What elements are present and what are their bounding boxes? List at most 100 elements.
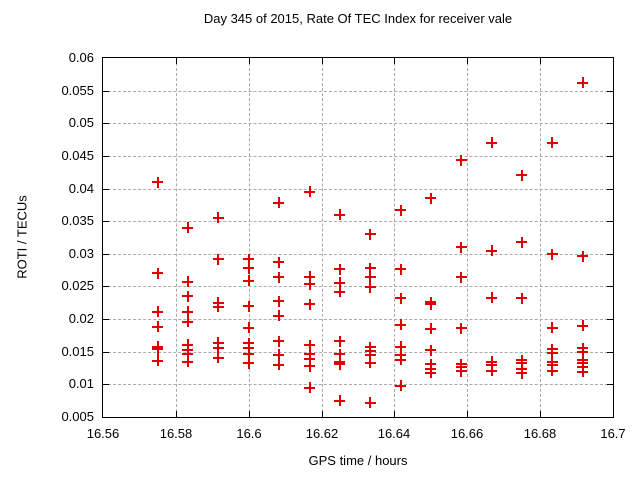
x-gridline — [249, 58, 250, 417]
data-point-marker — [243, 348, 255, 360]
data-point-marker — [304, 298, 316, 310]
y-tick-mark-left — [103, 319, 109, 320]
y-tick-mark-left — [103, 352, 109, 353]
x-tick-mark-bottom — [249, 411, 250, 417]
data-point-marker — [273, 256, 285, 268]
data-point-marker — [334, 209, 346, 221]
x-tick-mark-top — [322, 58, 323, 64]
data-point-marker — [273, 295, 285, 307]
data-point-marker — [273, 349, 285, 361]
data-point-marker — [425, 344, 437, 356]
y-axis-label: ROTI / TECUs — [14, 195, 30, 279]
data-point-marker — [395, 341, 407, 352]
x-tick-mark-bottom — [467, 411, 468, 417]
x-tick-mark-bottom — [540, 411, 541, 417]
data-point-marker — [546, 137, 558, 149]
data-point-marker — [395, 204, 407, 216]
data-point-marker — [182, 276, 194, 288]
y-tick-mark-left — [103, 254, 109, 255]
data-point-marker — [243, 300, 255, 312]
y-tick-mark-right — [607, 156, 613, 157]
y-tick-mark-left — [103, 221, 109, 222]
data-point-marker — [395, 292, 407, 304]
y-tick-mark-right — [607, 254, 613, 255]
data-point-marker — [364, 281, 376, 293]
y-tick-label: 0.01 — [68, 376, 94, 391]
y-tick-mark-right — [607, 189, 613, 190]
y-tick-label: 0.04 — [68, 181, 94, 196]
x-tick-mark-top — [249, 58, 250, 64]
data-point-marker — [546, 322, 558, 334]
x-tick-mark-top — [540, 58, 541, 64]
data-point-marker — [395, 380, 407, 392]
data-point-marker — [152, 176, 164, 188]
data-point-marker — [304, 278, 316, 290]
data-point-marker — [516, 292, 528, 304]
x-tick-label: 16.66 — [450, 426, 484, 441]
data-point-marker — [364, 397, 376, 409]
data-point-marker — [334, 335, 346, 347]
data-point-marker — [273, 310, 285, 322]
data-point-marker — [304, 186, 316, 198]
y-tick-label: 0.005 — [61, 409, 94, 424]
x-gridline — [540, 58, 541, 417]
data-point-marker — [364, 349, 376, 361]
x-tick-label: 16.68 — [523, 426, 557, 441]
data-point-marker — [182, 356, 194, 368]
data-point-marker — [455, 365, 467, 377]
data-point-marker — [212, 301, 224, 313]
y-tick-mark-right — [607, 352, 613, 353]
data-point-marker — [182, 290, 194, 302]
y-tick-mark-right — [607, 221, 613, 222]
y-tick-mark-left — [103, 384, 109, 385]
y-gridline — [103, 352, 613, 353]
data-point-marker — [212, 352, 224, 364]
data-point-marker — [577, 77, 589, 89]
y-tick-mark-right — [607, 123, 613, 124]
y-gridline — [103, 91, 613, 92]
data-point-marker — [243, 262, 255, 274]
data-point-marker — [304, 339, 316, 351]
y-tick-mark-right — [607, 319, 613, 320]
data-point-marker — [152, 321, 164, 333]
y-gridline — [103, 221, 613, 222]
x-gridline — [176, 58, 177, 417]
data-point-marker — [425, 298, 437, 310]
y-tick-label: 0.03 — [68, 246, 94, 261]
data-point-marker — [455, 271, 467, 283]
data-point-marker — [486, 292, 498, 304]
y-tick-label: 0.055 — [61, 83, 94, 98]
data-point-marker — [577, 320, 589, 332]
x-gridline — [394, 58, 395, 417]
data-point-marker — [486, 365, 498, 377]
data-point-marker — [334, 286, 346, 298]
data-point-marker — [152, 267, 164, 279]
data-point-marker — [455, 154, 467, 166]
y-tick-label: 0.06 — [68, 50, 94, 65]
x-tick-label: 16.62 — [305, 426, 339, 441]
data-point-marker — [243, 357, 255, 369]
data-point-marker — [455, 322, 467, 334]
data-point-marker — [455, 241, 467, 253]
data-point-marker — [516, 169, 528, 181]
data-point-marker — [334, 348, 346, 360]
y-gridline — [103, 156, 613, 157]
data-point-marker — [425, 192, 437, 204]
y-tick-label: 0.05 — [68, 115, 94, 130]
data-point-marker — [395, 263, 407, 275]
data-point-marker — [364, 262, 376, 274]
data-point-marker — [243, 342, 255, 354]
data-point-marker — [152, 355, 164, 367]
y-gridline — [103, 189, 613, 190]
data-point-marker — [152, 306, 164, 318]
data-point-marker — [243, 322, 255, 334]
data-point-marker — [395, 319, 407, 331]
y-gridline — [103, 384, 613, 385]
data-point-marker — [425, 367, 437, 379]
y-tick-mark-left — [103, 189, 109, 190]
data-point-marker — [304, 382, 316, 394]
data-point-marker — [546, 359, 558, 371]
data-point-marker — [425, 323, 437, 335]
y-tick-mark-right — [607, 91, 613, 92]
x-tick-label: 16.56 — [86, 426, 120, 441]
